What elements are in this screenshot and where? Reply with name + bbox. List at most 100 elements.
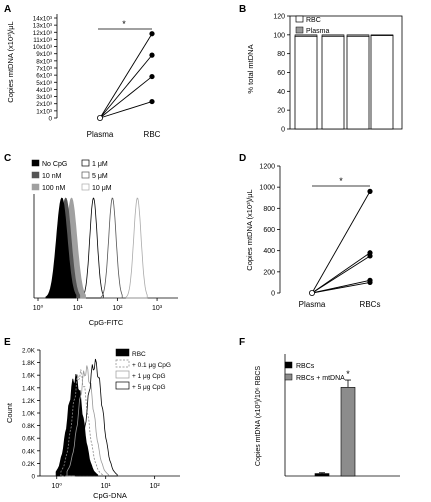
panel-c-legend-swatch [81, 171, 90, 179]
panel-a-significance-star: * [122, 19, 126, 29]
panel-d-y-tick-label: 800 [263, 206, 275, 213]
panel-b-y-tick-label: 100 [273, 32, 285, 39]
panel-a-y-tick-label: 9x10³ [36, 51, 52, 58]
panel-b-y-tick-label: 0 [281, 127, 285, 134]
panel-b-legend-swatch [295, 26, 304, 34]
panel-e-y-tick-label: 1.6K [22, 373, 36, 380]
panel-b-bar-rbc [346, 35, 370, 130]
panel-a-y-tick-label: 1x10³ [36, 108, 52, 115]
panel-a-y-tick-label: 14x10³ [33, 16, 52, 23]
panel-e-legend-swatch [115, 381, 130, 390]
panel-d-series-line [311, 255, 371, 294]
panel-d-y-tick-label: 400 [263, 248, 275, 255]
panel-e-histogram-curve [60, 369, 103, 477]
panel-letter-b: B [239, 4, 246, 15]
panel-b-legend: RBC Plasma [295, 15, 329, 35]
panel-b-y-tick-label: 80 [277, 51, 285, 58]
panel-d-data-point [367, 188, 373, 194]
panel-c-legend-label: 10 μM [92, 185, 112, 192]
panel-d-data-point [367, 253, 373, 259]
panel-b-ylabel: % total mtDNA [246, 44, 255, 93]
panel-e-y-tick-label: 1.4K [22, 385, 36, 392]
panel-b-y-tick-label: 20 [277, 108, 285, 115]
panel-d-y-tick-label: 1000 [259, 185, 275, 192]
panel-d-data-point [308, 289, 315, 296]
panel-e-y-tick-label: 1.8K [22, 360, 36, 367]
panel-letter-f: F [239, 337, 245, 348]
panel-b-bar-rbc [294, 35, 318, 130]
panel-letter-c: C [4, 153, 11, 164]
panel-b-bar-plasma [346, 34, 370, 37]
panel-b-bar-plasma [321, 34, 345, 37]
panel-a-series-line [99, 101, 153, 119]
panel-e-legend-label: + 5 μg CpG [132, 384, 166, 391]
panel-d-y-tick-label: 600 [263, 227, 275, 234]
panel-e-legend: RBC + 0.1 μg CpG + 1 μg CpG + 5 μg CpG [115, 348, 171, 391]
panel-c-legend-swatch [31, 159, 40, 167]
panel-e-x-tick-label: 10² [150, 483, 161, 490]
panel-c-histogram-curve [45, 197, 77, 299]
panel-a-data-point [149, 73, 155, 80]
panel-c-histogram-curve [81, 197, 104, 299]
panel-d-y-tick-label: 1200 [259, 164, 275, 171]
panel-e-y-tick-label: 0.8K [22, 423, 36, 430]
panel-a-y-tick-label: 5x10³ [36, 80, 52, 87]
panel-e-y-tick-label: 2.0K [22, 348, 36, 355]
panel-c-legend-swatch [31, 183, 40, 191]
panel-a-category-label: RBC [144, 130, 161, 139]
panel-f-legend-swatch [284, 361, 293, 369]
panel-c-x-tick-label: 10⁰ [33, 304, 44, 312]
panel-a-y-tick-label: 3x10³ [36, 94, 52, 101]
panel-e-y-tick-label: 0.4K [22, 448, 36, 455]
panel-e-x-tick-label: 10⁰ [51, 482, 62, 490]
panel-f-legend: RBCs RBCs + mtDNA [284, 361, 345, 382]
panel-c-legend-label: 10 nM [42, 173, 62, 180]
panel-letter-a: A [4, 4, 11, 15]
panel-e-legend-swatch [115, 348, 130, 357]
panel-a-y-tick-label: 8x10³ [36, 58, 52, 65]
panel-a-data-point [149, 98, 155, 105]
panel-f-legend-label: RBCs [296, 363, 315, 370]
panel-a-data-point [97, 115, 104, 122]
panel-f-bar [340, 387, 356, 477]
panel-a-series-line [99, 54, 153, 119]
panel-c-legend-swatch [31, 171, 40, 179]
panel-e-ylabel: Count [5, 402, 14, 423]
panel-b-y-tick-label: 120 [273, 14, 285, 21]
panel-e-xlabel: CpG-DNA [93, 491, 127, 500]
panel-e-y-tick-label: 1.0K [22, 411, 36, 418]
panel-d-series-line [311, 281, 371, 294]
panel-d-y-tick-label: 0 [271, 291, 275, 298]
panel-b-y-tick-label: 60 [277, 70, 285, 77]
panel-f-significance-star: * [346, 369, 350, 379]
panel-a-y-tick-label: 11x10³ [33, 37, 52, 44]
panel-e-legend-label: + 1 μg CpG [132, 373, 166, 380]
panel-d-data-point [367, 279, 373, 286]
panel-c-legend-label: 100 nM [42, 185, 66, 192]
panel-e-histogram-curve [75, 358, 118, 477]
panel-f-ylabel: Copies mtDNA (x10³)/10⁶ RBCS [255, 366, 262, 466]
panel-a-data-point [149, 31, 155, 37]
panel-a: A Copies mtDNA (x10³)/μL 01x10³2x10³3x10… [4, 4, 161, 139]
panel-a-y-tick-label: 2x10³ [36, 101, 52, 108]
panel-e-legend-label: RBC [132, 351, 146, 358]
panel-a-series-line [99, 76, 153, 119]
panel-d-category-label: Plasma [299, 300, 326, 309]
panel-d-ylabel: Copies mtDNA (x10³)/μL [245, 189, 254, 270]
panel-c-histogram-curve [100, 197, 123, 299]
panel-e-legend-swatch [115, 359, 130, 368]
panel-c-legend-swatch [81, 183, 90, 191]
panel-letter-d: D [239, 153, 246, 164]
panel-b-legend-label: Plasma [306, 28, 329, 35]
panel-b-legend-label: RBC [306, 17, 321, 24]
panel-a-y-tick-label: 4x10³ [36, 87, 52, 94]
panel-c: C No CpG 10 nM 100 nM 1 μM 5 μM 10 μM 10… [4, 153, 178, 327]
panel-a-y-tick-label: 7x10³ [36, 66, 52, 73]
panel-f-legend-swatch [284, 373, 293, 381]
panel-d-significance-star: * [339, 176, 343, 186]
panel-e: E Count 0 0.2K 0.4K 0.6K 0.8K 1.0K 1.2K 1.4K 1.6… [4, 337, 180, 500]
panel-d: D Copies mtDNA (x10³)/μL 0 200 400 600 800 10… [239, 153, 380, 309]
panel-c-x-tick-label: 10¹ [73, 305, 84, 312]
panel-letter-e: E [4, 337, 11, 348]
